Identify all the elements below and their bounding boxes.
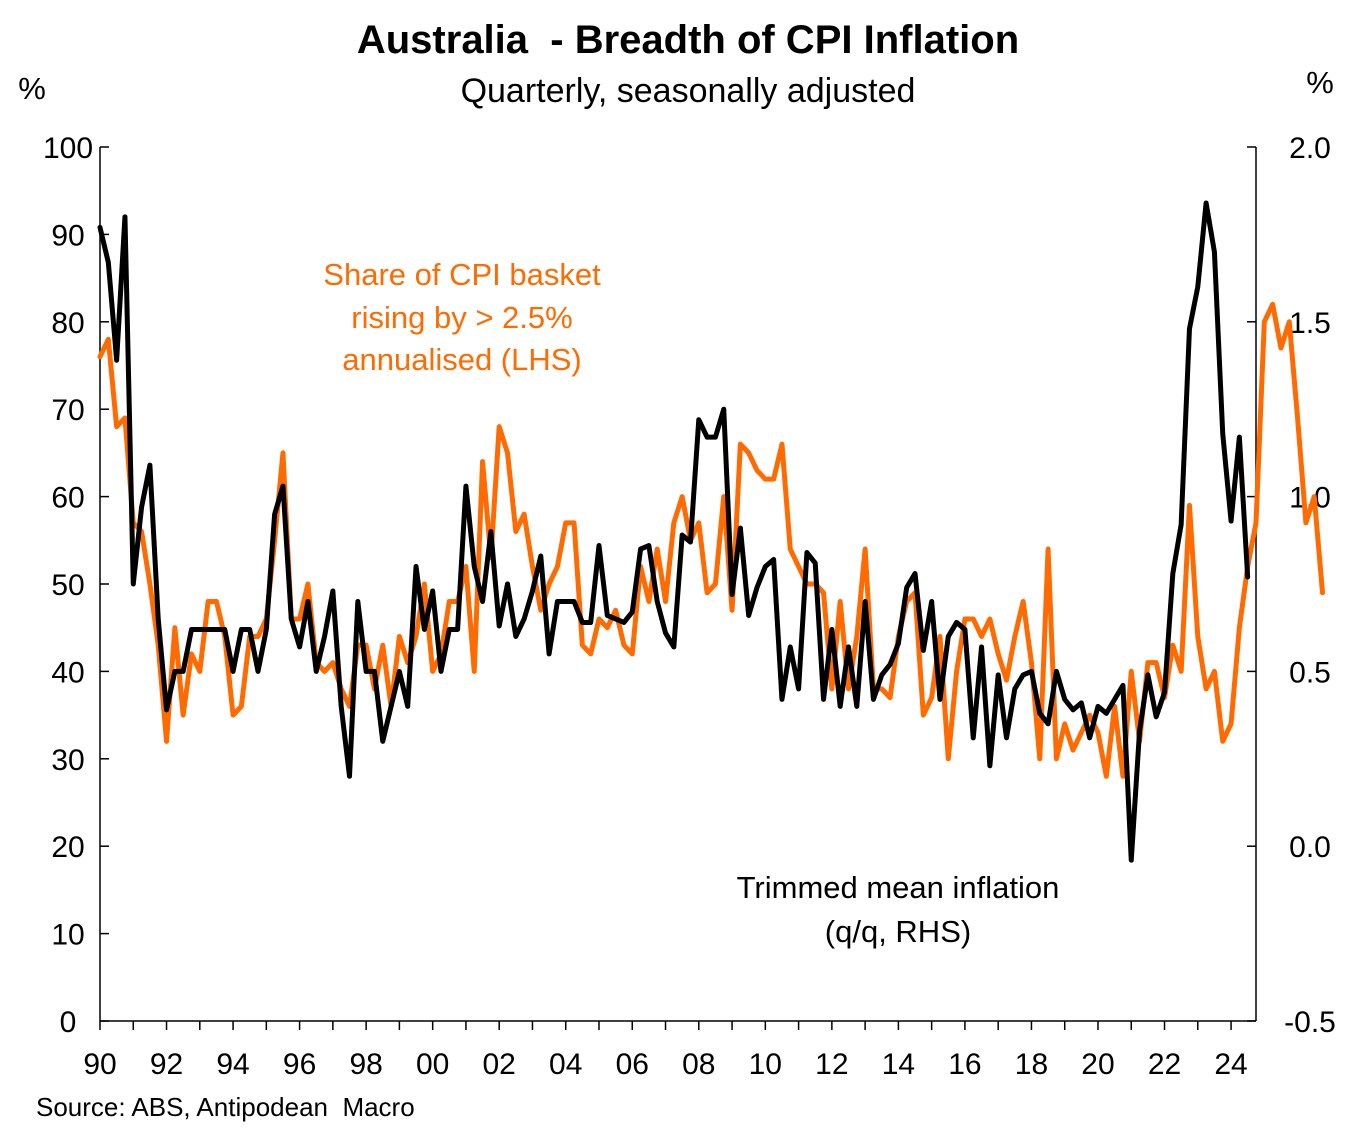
left-tick-label: 0 <box>60 1006 77 1039</box>
share-series-line <box>97 301 1326 779</box>
share-annotation-line-2: rising by > 2.5% <box>351 300 572 335</box>
x-tick-label: 14 <box>882 1048 915 1081</box>
x-tick-label: 12 <box>815 1048 848 1081</box>
right-tick-label: 1.5 <box>1289 307 1331 340</box>
trimmed-mean-series <box>97 200 1251 863</box>
x-tick-label: 04 <box>549 1048 582 1081</box>
share-annotation-line-1: Share of CPI basket <box>323 257 601 292</box>
left-tick-label: 50 <box>51 569 84 602</box>
left-axis-ticks: 0 10 20 30 40 50 60 70 80 90 100 <box>43 132 109 1039</box>
left-tick-label: 60 <box>51 482 84 515</box>
share-annotation-line-3: annualised (LHS) <box>342 342 582 377</box>
x-tick-label: 00 <box>416 1048 449 1081</box>
right-tick-label: -0.5 <box>1284 1006 1336 1039</box>
x-tick-label: 92 <box>150 1048 183 1081</box>
source-note: Source: ABS, Antipodean Macro <box>36 1092 415 1122</box>
left-tick-label: 80 <box>51 307 84 340</box>
left-axis-unit: % <box>18 71 46 106</box>
trimmed-annotation: Trimmed mean inflation (q/q, RHS) <box>737 870 1060 949</box>
left-tick-label: 90 <box>51 219 84 252</box>
share-annotation: Share of CPI basket rising by > 2.5% ann… <box>323 257 601 377</box>
right-tick-label: 0.5 <box>1289 656 1331 689</box>
chart-subtitle: Quarterly, seasonally adjusted <box>461 72 916 110</box>
x-tick-label: 02 <box>483 1048 516 1081</box>
chart-title: Australia - Breadth of CPI Inflation <box>357 18 1019 62</box>
right-tick-label: 0.0 <box>1289 831 1331 864</box>
x-tick-label: 22 <box>1148 1048 1181 1081</box>
x-tick-label: 98 <box>349 1048 382 1081</box>
x-tick-label: 24 <box>1214 1048 1247 1081</box>
right-axis-unit: % <box>1306 65 1334 100</box>
x-tick-label: 18 <box>1015 1048 1048 1081</box>
left-tick-label: 100 <box>43 132 93 165</box>
x-axis-ticks: 90 92 94 96 98 00 02 04 06 08 10 12 14 16 18 20 22 24 <box>83 1021 1248 1081</box>
share-series <box>97 301 1326 779</box>
right-tick-label: 2.0 <box>1289 132 1331 165</box>
x-tick-label: 96 <box>283 1048 316 1081</box>
left-tick-label: 40 <box>51 656 84 689</box>
left-tick-label: 10 <box>51 919 84 952</box>
x-tick-label: 94 <box>216 1048 249 1081</box>
x-tick-label: 90 <box>83 1048 116 1081</box>
x-tick-label: 16 <box>948 1048 981 1081</box>
x-tick-label: 06 <box>616 1048 649 1081</box>
left-tick-label: 20 <box>51 831 84 864</box>
trimmed-annotation-line-2: (q/q, RHS) <box>825 914 971 949</box>
trimmed-annotation-line-1: Trimmed mean inflation <box>737 870 1060 905</box>
left-tick-label: 30 <box>51 744 84 777</box>
left-tick-label: 70 <box>51 394 84 427</box>
x-tick-label: 20 <box>1081 1048 1114 1081</box>
x-tick-label: 08 <box>682 1048 715 1081</box>
x-tick-label: 10 <box>749 1048 782 1081</box>
series-layer <box>97 200 1326 863</box>
